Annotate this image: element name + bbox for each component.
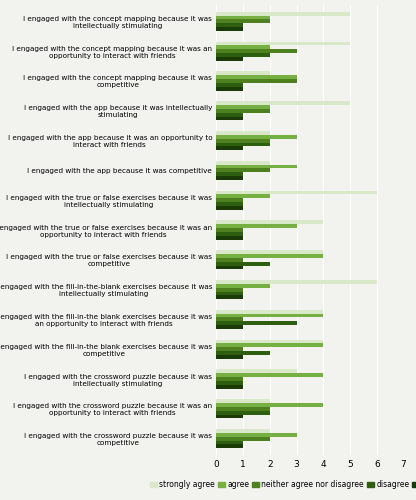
Bar — [216, 72, 270, 75]
Bar — [216, 340, 323, 344]
Bar — [216, 194, 270, 198]
Bar — [216, 254, 323, 258]
Bar — [216, 280, 377, 284]
Bar — [216, 310, 323, 314]
Bar — [216, 53, 270, 57]
Bar — [216, 198, 243, 202]
Bar — [216, 20, 270, 24]
Bar — [216, 381, 243, 385]
Bar — [216, 83, 243, 87]
Bar — [216, 101, 350, 105]
Bar — [216, 116, 243, 120]
Bar — [216, 164, 297, 168]
Bar — [216, 296, 243, 300]
Bar — [216, 250, 323, 254]
Bar — [216, 403, 323, 407]
Bar — [216, 318, 243, 322]
Bar — [216, 433, 297, 436]
Bar — [216, 138, 270, 142]
Bar — [216, 325, 243, 329]
Bar — [216, 176, 243, 180]
Bar — [216, 79, 297, 83]
Bar — [216, 220, 323, 224]
Bar — [216, 444, 243, 448]
Bar — [216, 385, 243, 388]
Bar — [216, 377, 243, 381]
Bar — [216, 348, 243, 351]
Bar — [216, 288, 243, 292]
Bar — [216, 370, 297, 373]
Bar — [216, 146, 243, 150]
Bar — [216, 407, 270, 410]
Bar — [216, 344, 323, 347]
Bar — [216, 24, 243, 27]
Bar — [216, 373, 323, 377]
Bar — [216, 75, 297, 79]
Bar — [216, 50, 297, 53]
Legend: strongly agree, agree, neither agree nor disagree, disagree, strongly disagree: strongly agree, agree, neither agree nor… — [147, 477, 416, 492]
Bar — [216, 236, 243, 240]
Bar — [216, 351, 270, 355]
Bar — [216, 12, 350, 16]
Bar — [216, 292, 243, 296]
Bar — [216, 105, 270, 109]
Bar — [216, 142, 270, 146]
Bar — [216, 27, 243, 31]
Bar — [216, 436, 270, 440]
Bar — [216, 414, 243, 418]
Bar — [216, 16, 270, 20]
Bar — [216, 172, 243, 176]
Bar — [216, 190, 377, 194]
Bar — [216, 410, 270, 414]
Bar — [216, 57, 243, 61]
Bar — [216, 112, 243, 116]
Bar — [216, 109, 270, 112]
Bar — [216, 206, 243, 210]
Bar — [216, 440, 243, 444]
Bar — [216, 258, 243, 262]
Bar — [216, 228, 243, 232]
Bar — [216, 135, 297, 138]
Bar — [216, 232, 243, 236]
Bar — [216, 224, 297, 228]
Bar — [216, 429, 270, 433]
Bar — [216, 46, 270, 50]
Bar — [216, 322, 297, 325]
Bar — [216, 399, 270, 403]
Bar — [216, 314, 323, 318]
Bar — [216, 42, 350, 46]
Bar — [216, 87, 243, 90]
Bar — [216, 355, 243, 359]
Bar — [216, 160, 270, 164]
Bar — [216, 284, 270, 288]
Bar — [216, 131, 270, 135]
Bar — [216, 202, 243, 206]
Bar — [216, 266, 243, 270]
Bar — [216, 262, 270, 266]
Bar — [216, 168, 270, 172]
